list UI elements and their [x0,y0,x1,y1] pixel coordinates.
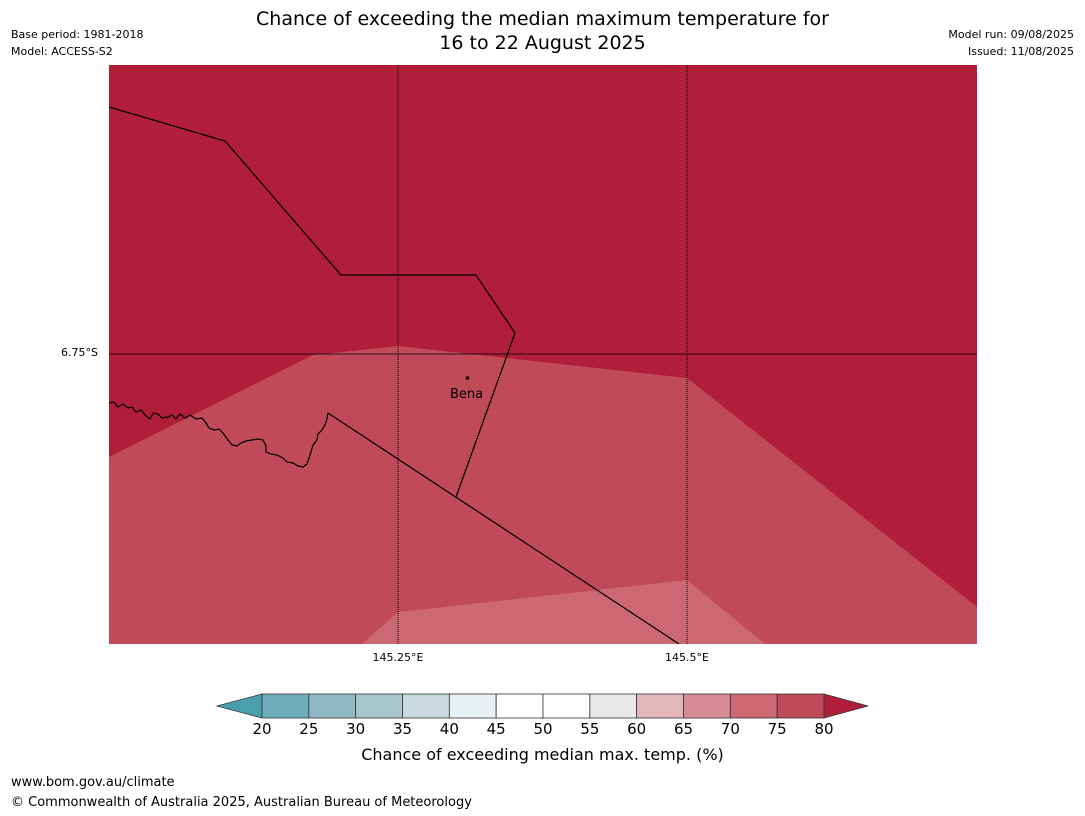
latitude-label: 6.75°S [61,346,98,359]
colorbar-tick-label: 30 [346,720,366,738]
province-boundary [109,106,516,498]
town-marker-icon [465,376,470,380]
colorbar-tick-label: 25 [299,720,319,738]
colorbar-tick-label: 80 [814,720,834,738]
footer-copyright: © Commonwealth of Australia 2025, Austra… [11,795,472,810]
issued-text: Issued: 11/08/2025 [967,45,1074,58]
longitude-label-1: 145.25°E [372,651,424,664]
title-line-1: Chance of exceeding the median maximum t… [256,8,829,30]
title-line-2: 16 to 22 August 2025 [439,32,646,54]
colorbar-tick-label: 35 [392,720,413,738]
map-title: Chance of exceeding the median maximum t… [0,7,1085,55]
colorbar-tick-label: 75 [767,720,787,738]
longitude-label-2: 145.5°E [665,651,709,664]
model-text: Model: ACCESS-S2 [11,45,113,58]
base-period-text: Base period: 1981-2018 [11,28,144,41]
colorbar-tick-label: 55 [580,720,600,738]
province-boundary-south [327,412,680,644]
colorbar-tick-label: 20 [252,720,272,738]
colorbar-tick-label: 70 [720,720,740,738]
probability-region-70-75 [362,580,765,644]
town-label: Bena [450,387,484,402]
colorbar-label: Chance of exceeding median max. temp. (%… [361,745,724,764]
model-run-text: Model run: 09/08/2025 [948,28,1074,41]
colorbar-tick-label: 50 [533,720,553,738]
colorbar-tick-label: 65 [673,720,694,738]
footer-url: www.bom.gov.au/climate [11,775,175,790]
colorbar-tick-label: 45 [486,720,506,738]
river-line [109,401,329,468]
colorbar-tick-label: 40 [439,720,459,738]
metadata-right: Model run: 09/08/2025 Issued: 11/08/2025 [948,26,1074,60]
colorbar-tick-label: 60 [627,720,647,738]
metadata-left: Base period: 1981-2018 Model: ACCESS-S2 [11,26,143,60]
